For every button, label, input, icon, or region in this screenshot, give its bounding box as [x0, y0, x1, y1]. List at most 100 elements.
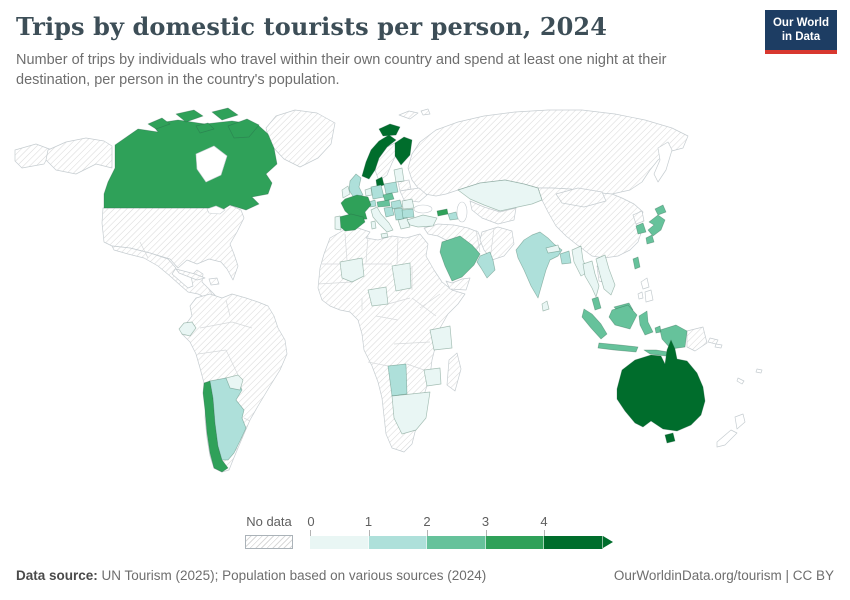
- legend-tick-label: 3: [481, 514, 490, 529]
- legend-tick-mark: [310, 530, 311, 536]
- country-portugal[interactable]: [334, 215, 342, 231]
- country-alaska[interactable]: [45, 137, 113, 175]
- legend-bin[interactable]: [485, 536, 544, 549]
- country-north-korea[interactable]: [632, 210, 645, 225]
- country-greece[interactable]: [397, 217, 411, 230]
- country-yemen[interactable]: [445, 277, 471, 291]
- legend-bin[interactable]: [544, 536, 603, 549]
- owid-logo[interactable]: Our World in Data: [764, 10, 837, 54]
- country-bulgaria[interactable]: [401, 208, 415, 219]
- country-austria[interactable]: [376, 199, 391, 208]
- country-china[interactable]: [537, 187, 644, 259]
- country-azerbaijan[interactable]: [447, 211, 459, 221]
- country-italy[interactable]: [370, 206, 394, 239]
- country-poland[interactable]: [383, 181, 399, 195]
- country-caribbean[interactable]: [175, 268, 220, 286]
- country-australia[interactable]: [616, 339, 706, 444]
- country-norway[interactable]: [361, 134, 397, 180]
- country-finland[interactable]: [394, 136, 413, 166]
- country-france[interactable]: [340, 194, 372, 221]
- country-russia[interactable]: [407, 109, 689, 197]
- legend-arrow: [602, 536, 613, 548]
- water-layer: [195, 145, 468, 223]
- country-russia-wrap[interactable]: [14, 143, 53, 169]
- legend-tick-mark: [427, 530, 428, 536]
- caspian-sea: [456, 201, 468, 223]
- country-mexico-central-america[interactable]: [111, 245, 227, 311]
- chart-footer: Data source: UN Tourism (2025); Populati…: [16, 568, 834, 583]
- country-turkey[interactable]: [406, 214, 438, 228]
- country-south-korea[interactable]: [635, 222, 647, 235]
- country-taiwan[interactable]: [632, 256, 641, 270]
- landmass-africa[interactable]: [317, 227, 466, 453]
- data-layer: [103, 107, 706, 473]
- country-madagascar[interactable]: [446, 352, 462, 392]
- legend-bin[interactable]: [310, 536, 369, 549]
- data-source-line: Data source: UN Tourism (2025); Populati…: [16, 568, 486, 583]
- country-romania[interactable]: [401, 198, 415, 210]
- country-greenland[interactable]: [265, 109, 336, 168]
- country-south-africa[interactable]: [391, 391, 431, 435]
- country-saudi-arabia[interactable]: [439, 235, 481, 282]
- country-mongolia[interactable]: [555, 187, 607, 208]
- country-kamchatka[interactable]: [653, 141, 673, 183]
- country-baltics[interactable]: [393, 167, 405, 183]
- hudson-bay: [195, 145, 228, 183]
- legend-no-data-label: No data: [246, 514, 292, 529]
- country-sri-lanka[interactable]: [541, 300, 550, 312]
- country-kazakhstan[interactable]: [457, 179, 543, 212]
- country-mali[interactable]: [339, 257, 365, 283]
- country-nigeria[interactable]: [367, 286, 389, 307]
- country-ireland[interactable]: [341, 185, 351, 199]
- country-czechia[interactable]: [382, 192, 395, 202]
- legend-tick-label: 4: [540, 514, 548, 529]
- country-vietnam[interactable]: [595, 254, 616, 296]
- data-source-text: UN Tourism (2025); Population based on v…: [97, 568, 487, 583]
- country-denmark[interactable]: [375, 176, 385, 188]
- country-canada-arctic-islands[interactable]: [147, 107, 260, 139]
- world-choropleth-map: [14, 107, 763, 473]
- legend-tick-mark: [485, 530, 487, 536]
- country-paraguay[interactable]: [225, 374, 244, 391]
- country-zimbabwe[interactable]: [423, 367, 442, 387]
- country-japan[interactable]: [645, 204, 667, 245]
- svalbard-islands[interactable]: [398, 108, 431, 120]
- data-source-label: Data source:: [16, 568, 98, 583]
- legend-bin[interactable]: [427, 536, 486, 549]
- internal-borders: [139, 227, 495, 422]
- country-hungary[interactable]: [390, 199, 403, 210]
- country-philippines[interactable]: [637, 277, 654, 303]
- legend-tick-mark: [544, 530, 545, 536]
- country-thailand[interactable]: [582, 260, 600, 298]
- country-bangladesh[interactable]: [559, 250, 572, 265]
- country-namibia[interactable]: [387, 363, 408, 397]
- country-oman[interactable]: [476, 251, 496, 279]
- pacific-islands[interactable]: [714, 343, 763, 385]
- country-india[interactable]: [515, 231, 563, 299]
- country-canada[interactable]: [103, 119, 278, 211]
- landmass-afghanistan-pakistan[interactable]: [479, 226, 515, 261]
- country-chile[interactable]: [202, 380, 229, 473]
- country-new-zealand[interactable]: [716, 413, 746, 448]
- landmass-central-asia[interactable]: [469, 200, 517, 225]
- country-tanzania[interactable]: [429, 325, 453, 351]
- country-papua-new-guinea[interactable]: [686, 326, 719, 352]
- country-chad[interactable]: [391, 262, 412, 292]
- country-iceland[interactable]: [378, 123, 401, 137]
- black-sea: [413, 204, 433, 214]
- country-germany[interactable]: [370, 184, 385, 200]
- country-nepal[interactable]: [545, 244, 561, 254]
- country-croatia[interactable]: [383, 206, 395, 218]
- country-ukraine[interactable]: [399, 187, 428, 203]
- legend-tick-label: 2: [423, 514, 431, 529]
- country-netherlands[interactable]: [364, 187, 373, 197]
- country-ecuador[interactable]: [178, 321, 197, 337]
- country-georgia[interactable]: [436, 208, 449, 217]
- legend-bin[interactable]: [368, 536, 427, 549]
- legend-color-bar: [310, 536, 613, 549]
- legend-tick-mark: [368, 530, 370, 536]
- attribution-link[interactable]: OurWorldinData.org/tourism | CC BY: [613, 568, 834, 583]
- country-united-kingdom[interactable]: [348, 173, 364, 199]
- legend-no-data[interactable]: No data: [245, 514, 293, 549]
